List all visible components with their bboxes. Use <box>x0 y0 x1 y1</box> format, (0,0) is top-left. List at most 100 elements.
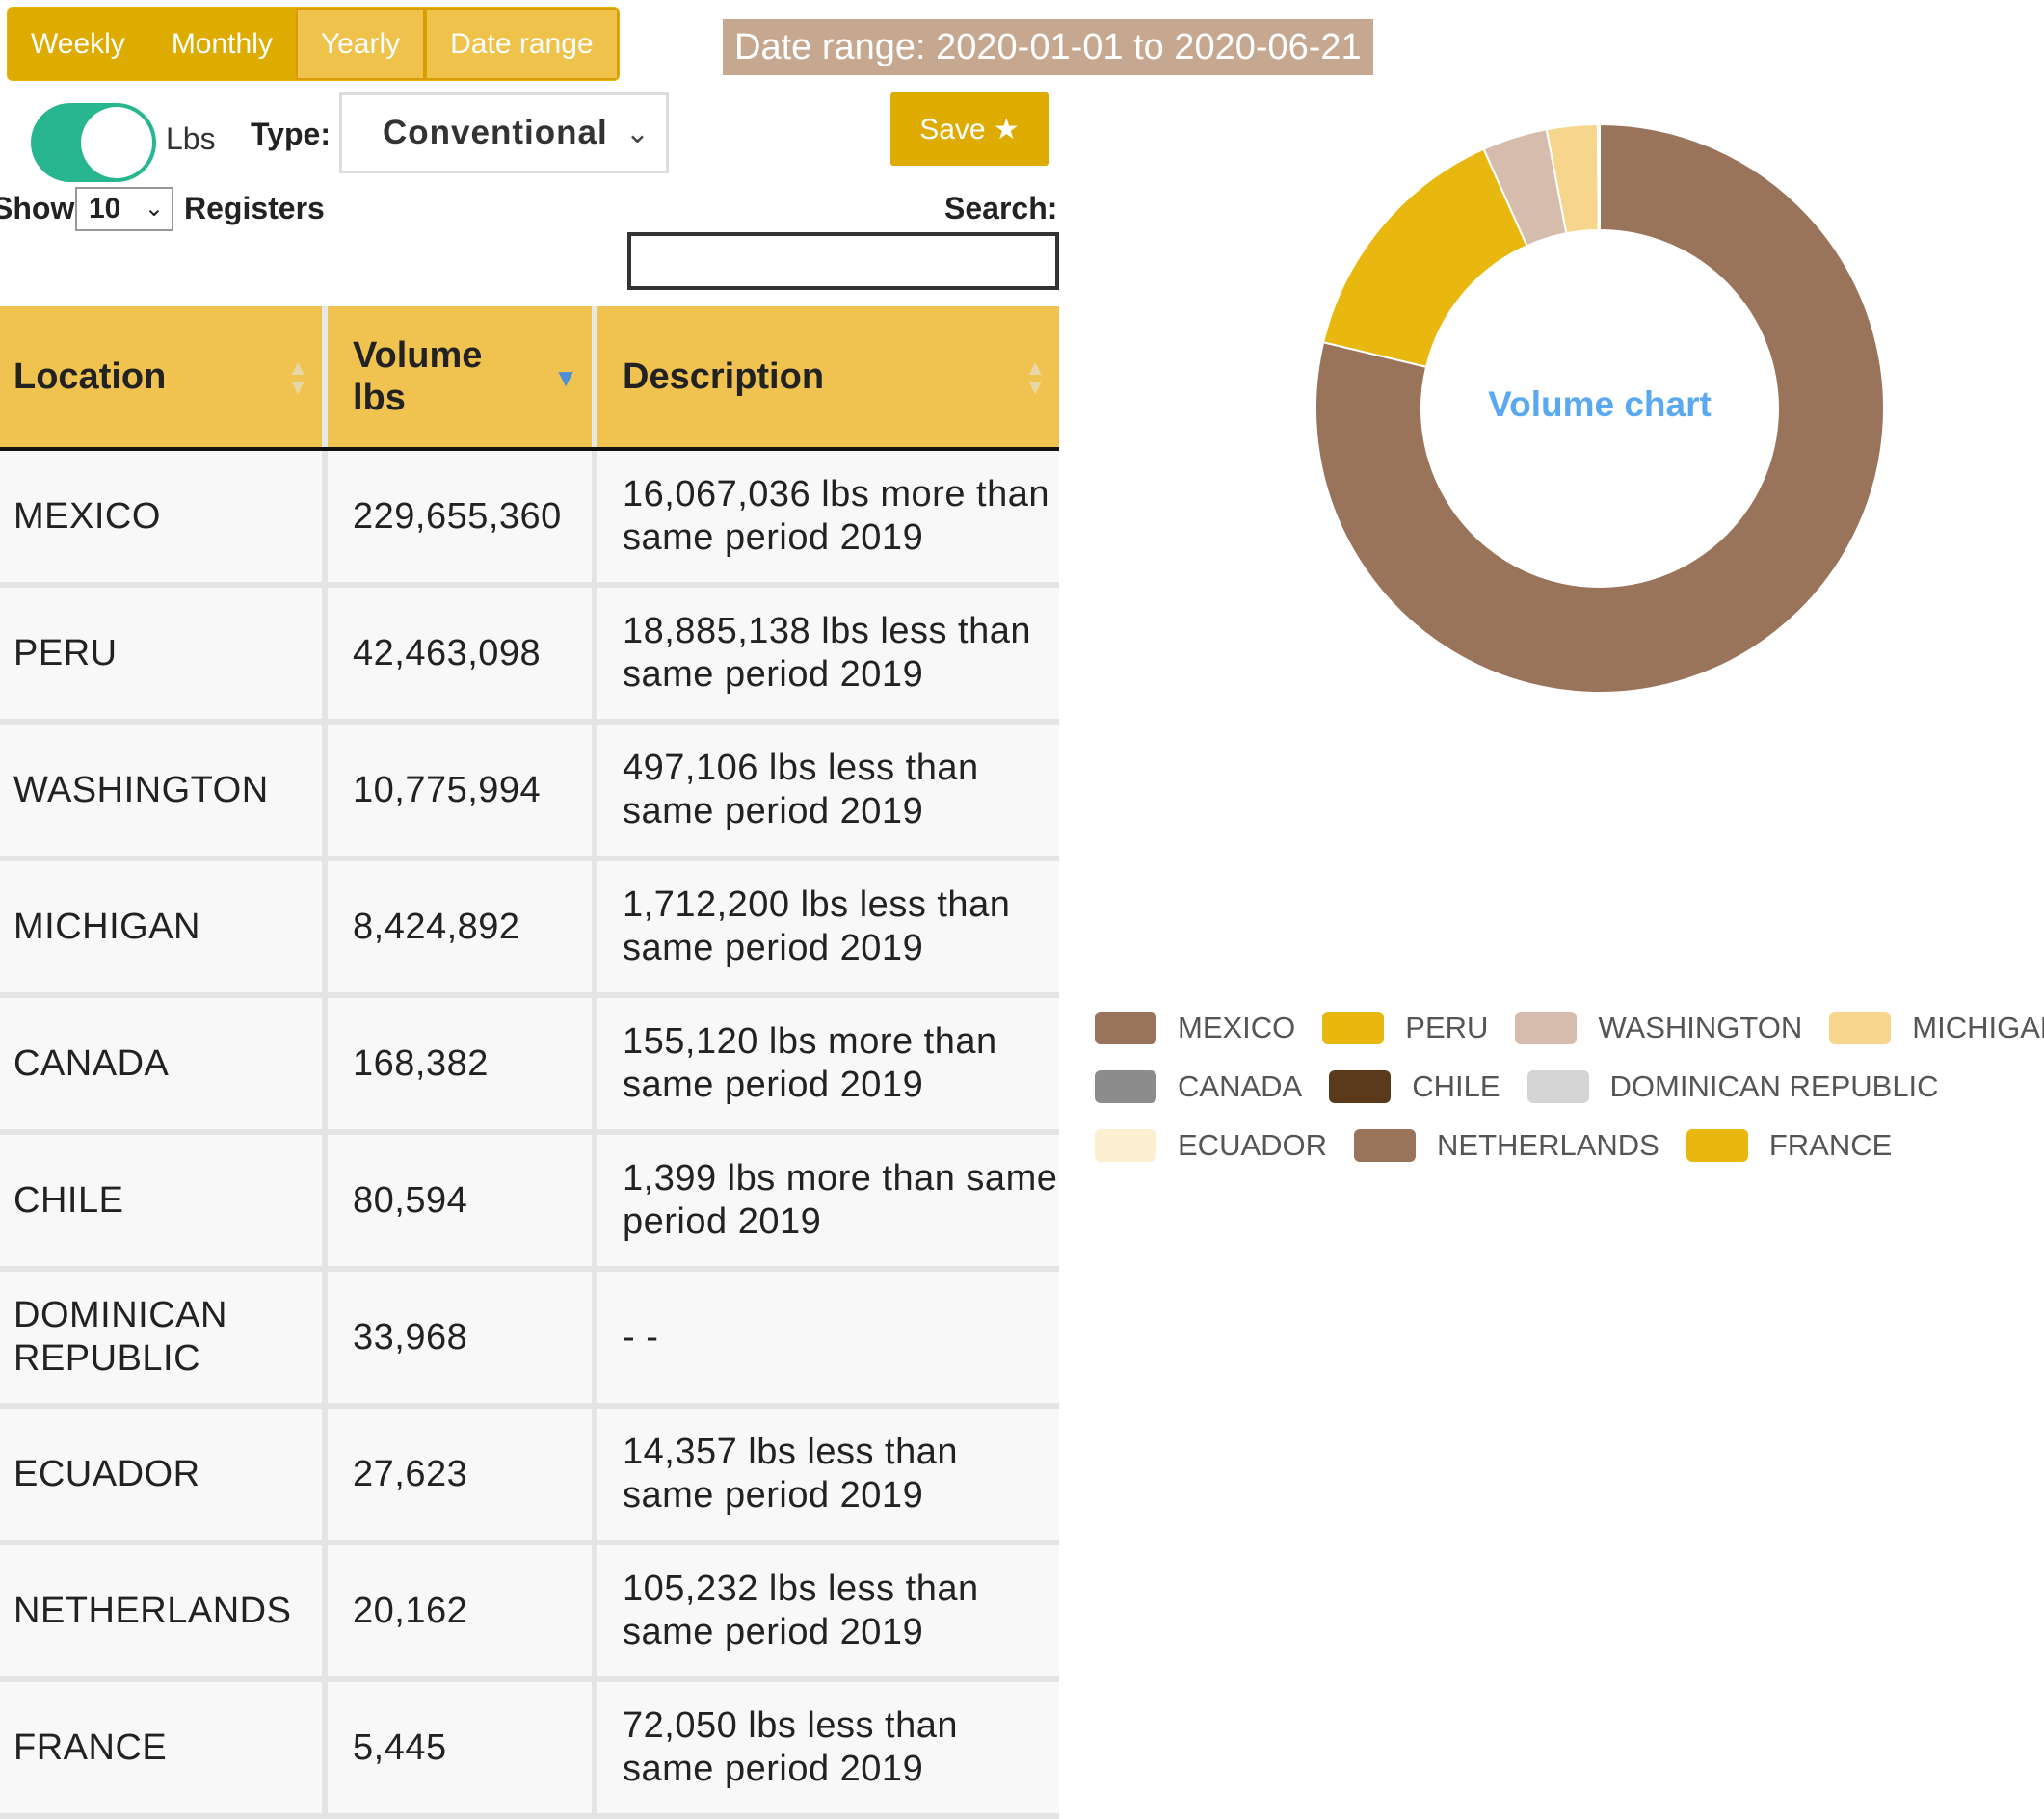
monthly-button[interactable]: Monthly <box>148 8 296 80</box>
save-button[interactable]: Save ★ <box>890 92 1049 166</box>
legend-label: ECUADOR <box>1178 1128 1327 1163</box>
sort-desc-icon: ▼ <box>553 368 578 387</box>
description-cell: 155,120 lbs more than same period 2019 <box>597 998 1059 1129</box>
period-button-group: Weekly Monthly Yearly Date range <box>8 8 619 80</box>
legend-label: WASHINGTON <box>1598 1011 1802 1045</box>
legend-label: DOMINICAN REPUBLIC <box>1610 1069 1939 1104</box>
legend-swatch <box>1527 1070 1589 1103</box>
location-cell: ECUADOR <box>0 1409 328 1540</box>
legend-label: FRANCE <box>1769 1128 1892 1163</box>
legend-label: NETHERLANDS <box>1437 1128 1659 1163</box>
table-header: Location ▲▼ Volume lbs ▼ Description ▲▼ <box>0 306 1059 451</box>
legend-row: CANADA CHILE DOMINICAN REPUBLIC <box>1095 1057 2044 1116</box>
legend-label: CHILE <box>1412 1069 1500 1104</box>
volume-cell: 42,463,098 <box>328 588 597 719</box>
unit-toggle[interactable] <box>31 103 156 182</box>
chevron-down-icon: ⌄ <box>625 117 650 150</box>
legend-item-netherlands[interactable]: NETHERLANDS <box>1354 1128 1659 1163</box>
location-cell: NETHERLANDS <box>0 1545 328 1676</box>
toggle-knob <box>81 107 152 178</box>
page-size-select[interactable]: 10 ⌄ <box>75 187 173 231</box>
location-cell: DOMINICAN REPUBLIC <box>0 1272 328 1403</box>
search-input[interactable] <box>627 232 1059 290</box>
legend-item-chile[interactable]: CHILE <box>1329 1069 1500 1104</box>
location-cell: CHILE <box>0 1135 328 1266</box>
location-cell: MICHIGAN <box>0 861 328 992</box>
description-cell: 1,399 lbs more than same period 2019 <box>597 1135 1059 1266</box>
description-cell: 497,106 lbs less than same period 2019 <box>597 725 1059 856</box>
yearly-button[interactable]: Yearly <box>296 8 425 80</box>
legend-swatch <box>1095 1012 1156 1044</box>
type-select-value: Conventional <box>383 114 608 152</box>
legend-item-ecuador[interactable]: ECUADOR <box>1095 1128 1327 1163</box>
unit-label: Lbs <box>166 121 216 157</box>
legend-item-washington[interactable]: WASHINGTON <box>1515 1011 1802 1045</box>
legend-item-canada[interactable]: CANADA <box>1095 1069 1302 1104</box>
chart-title: Volume chart <box>1488 384 1712 424</box>
chart-legend: MEXICO PERU WASHINGTON MICHIGAN CANADA CHILE D… <box>1095 998 2044 1174</box>
sort-icon: ▲▼ <box>1024 358 1046 397</box>
legend-item-peru[interactable]: PERU <box>1322 1011 1488 1045</box>
type-label: Type: <box>251 117 331 152</box>
legend-swatch <box>1095 1129 1156 1162</box>
location-cell: FRANCE <box>0 1682 328 1813</box>
description-cell: 1,712,200 lbs less than same period 2019 <box>597 861 1059 992</box>
legend-swatch <box>1829 1012 1891 1044</box>
date-range-button[interactable]: Date range <box>425 8 618 80</box>
show-label: Show <box>0 191 74 226</box>
legend-row: MEXICO PERU WASHINGTON MICHIGAN <box>1095 998 2044 1057</box>
donut-slice-peru[interactable] <box>1323 149 1526 367</box>
legend-item-dominican-republic[interactable]: DOMINICAN REPUBLIC <box>1527 1069 1939 1104</box>
location-cell: MEXICO <box>0 451 328 582</box>
date-range-label: Date range: 2020-01-01 to 2020-06-21 <box>723 19 1373 75</box>
description-cell: 14,357 lbs less than same period 2019 <box>597 1409 1059 1540</box>
column-header-volume[interactable]: Volume lbs ▼ <box>328 306 597 447</box>
registers-label: Registers <box>184 191 325 226</box>
volume-cell: 10,775,994 <box>328 725 597 856</box>
legend-item-france[interactable]: FRANCE <box>1686 1128 1892 1163</box>
legend-swatch <box>1354 1129 1416 1162</box>
legend-swatch <box>1095 1070 1156 1103</box>
volume-table: Location ▲▼ Volume lbs ▼ Description ▲▼ … <box>0 306 1059 1819</box>
location-cell: CANADA <box>0 998 328 1129</box>
description-cell: 72,050 lbs less than same period 2019 <box>597 1682 1059 1813</box>
description-cell: 105,232 lbs less than same period 2019 <box>597 1545 1059 1676</box>
legend-row: ECUADOR NETHERLANDS FRANCE <box>1095 1116 2044 1174</box>
sort-icon: ▲▼ <box>287 358 308 397</box>
volume-cell: 8,424,892 <box>328 861 597 992</box>
type-select[interactable]: Conventional ⌄ <box>339 92 669 173</box>
legend-swatch <box>1329 1070 1391 1103</box>
volume-cell: 5,445 <box>328 1682 597 1813</box>
legend-item-michigan[interactable]: MICHIGAN <box>1829 1011 2044 1045</box>
volume-cell: 20,162 <box>328 1545 597 1676</box>
volume-cell: 27,623 <box>328 1409 597 1540</box>
legend-item-mexico[interactable]: MEXICO <box>1095 1011 1295 1045</box>
legend-swatch <box>1322 1012 1384 1044</box>
description-cell: - - <box>597 1272 1059 1403</box>
search-label: Search: <box>944 191 1057 226</box>
location-cell: WASHINGTON <box>0 725 328 856</box>
column-header-description[interactable]: Description ▲▼ <box>597 306 1059 447</box>
weekly-button[interactable]: Weekly <box>8 8 148 80</box>
volume-cell: 229,655,360 <box>328 451 597 582</box>
description-cell: 16,067,036 lbs more than same period 201… <box>597 451 1059 582</box>
volume-cell: 168,382 <box>328 998 597 1129</box>
legend-swatch <box>1686 1129 1748 1162</box>
volume-donut-chart: Volume chart <box>1311 119 1889 698</box>
legend-label: MEXICO <box>1178 1011 1295 1045</box>
volume-cell: 33,968 <box>328 1272 597 1403</box>
location-cell: PERU <box>0 588 328 719</box>
volume-cell: 80,594 <box>328 1135 597 1266</box>
column-header-location[interactable]: Location ▲▼ <box>0 306 328 447</box>
page-size-value: 10 <box>89 193 120 224</box>
chevron-down-icon: ⌄ <box>145 189 164 229</box>
